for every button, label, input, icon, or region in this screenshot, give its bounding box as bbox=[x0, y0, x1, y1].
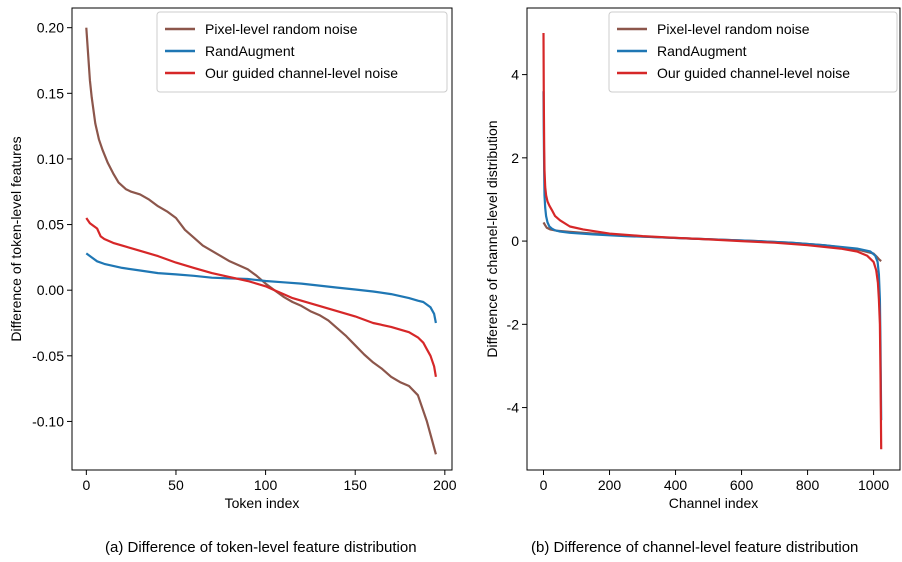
series-line-1 bbox=[85, 252, 437, 324]
panel-token-level: 0 50 100 150 200 -0.10 -0.05 0.00 0.05 0.10 0.15 0.… bbox=[8, 7, 457, 511]
y-tick-label: 4 bbox=[511, 67, 519, 83]
legend-label-0: Pixel-level random noise bbox=[657, 21, 810, 37]
caption-right: (b) Difference of channel-level feature … bbox=[531, 539, 859, 556]
panel-channel-level: 0 200 400 600 800 1000 -4 -2 0 2 4 Channel index Dif… bbox=[484, 7, 901, 511]
x-tick-label: 0 bbox=[540, 477, 548, 493]
x-tick-label: 100 bbox=[254, 477, 278, 493]
legend-label-1: RandAugment bbox=[657, 43, 747, 59]
y-tick-label: 0 bbox=[511, 233, 519, 249]
y-axis-label: Difference of channel-level distribution bbox=[484, 120, 500, 357]
caption-left: (a) Difference of token-level feature di… bbox=[105, 539, 417, 556]
y-tick-label: -2 bbox=[507, 316, 520, 332]
legend-label-2: Our guided channel-level noise bbox=[657, 65, 850, 81]
y-tick-label: 2 bbox=[511, 150, 519, 166]
y-tick-label: 0.10 bbox=[37, 151, 64, 167]
x-tick-label: 150 bbox=[344, 477, 368, 493]
y-tick-label: -4 bbox=[507, 400, 520, 416]
y-tick-label: 0.20 bbox=[37, 20, 64, 36]
x-tick-label: 200 bbox=[433, 477, 457, 493]
legend-label-1: RandAugment bbox=[205, 43, 295, 59]
x-tick-label: 600 bbox=[730, 477, 754, 493]
y-tick-label: 0.05 bbox=[37, 217, 64, 233]
legend-box bbox=[608, 11, 898, 93]
y-tick-label: 0.15 bbox=[37, 85, 64, 101]
legend-box bbox=[156, 11, 448, 93]
y-tick-label: 0.00 bbox=[37, 282, 64, 298]
series-line-0 bbox=[542, 221, 882, 262]
y-tick-label: -0.10 bbox=[32, 413, 64, 429]
x-axis-label: Channel index bbox=[669, 495, 759, 511]
y-tick-label: -0.05 bbox=[32, 348, 64, 364]
legend-label-2: Our guided channel-level noise bbox=[205, 65, 398, 81]
series-line-2 bbox=[85, 217, 437, 377]
legend: Pixel-level random noise RandAugment Our g… bbox=[156, 11, 448, 93]
y-axis-label: Difference of token-level features bbox=[8, 136, 24, 341]
legend: Pixel-level random noise RandAugment Our g… bbox=[608, 11, 898, 93]
x-tick-label: 50 bbox=[168, 477, 184, 493]
x-tick-label: 400 bbox=[664, 477, 688, 493]
axes-frame bbox=[71, 7, 453, 471]
series-line-1 bbox=[542, 91, 883, 421]
x-tick-label: 200 bbox=[598, 477, 622, 493]
x-tick-label: 1000 bbox=[858, 477, 889, 493]
x-tick-label: 0 bbox=[82, 477, 90, 493]
axes-frame bbox=[526, 7, 901, 471]
series-line-0 bbox=[85, 27, 437, 455]
x-tick-label: 800 bbox=[796, 477, 820, 493]
x-axis-label: Token index bbox=[225, 495, 300, 511]
series-line-2 bbox=[542, 32, 883, 450]
legend-label-0: Pixel-level random noise bbox=[205, 21, 358, 37]
